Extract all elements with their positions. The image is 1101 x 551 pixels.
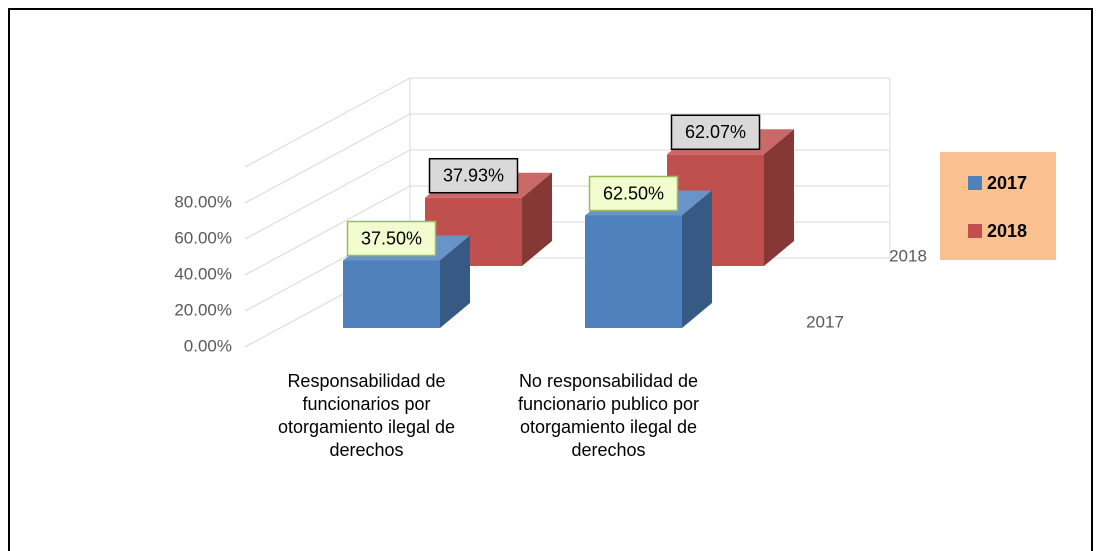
bar-front [585, 215, 682, 328]
grid-line [244, 185, 411, 276]
data-label-box [346, 220, 437, 257]
grid-line [244, 113, 411, 204]
legend-label: 2018 [987, 221, 1027, 241]
x-tick-label: Responsabilidad de funcionarios por otor… [277, 371, 456, 460]
bar-front [343, 260, 440, 328]
data-label: 62.07% [685, 122, 746, 142]
y-tick-label: 80.00% [174, 192, 232, 211]
data-label: 37.93% [443, 165, 504, 185]
y-tick-label: 40.00% [174, 264, 232, 283]
data-label: 37.50% [361, 228, 422, 248]
bar-side [764, 129, 794, 266]
grid-line [244, 149, 411, 240]
legend-box [940, 152, 1056, 260]
depth-label: 2017 [806, 312, 844, 331]
bar-side [522, 172, 552, 266]
data-label: 62.50% [603, 183, 664, 203]
legend-swatch [968, 176, 982, 190]
legend-swatch [968, 224, 982, 238]
wall-edge [244, 77, 411, 168]
data-label-box [588, 175, 679, 212]
bar-side [682, 190, 712, 328]
depth-label: 2018 [889, 246, 927, 265]
y-tick-label: 20.00% [174, 300, 232, 319]
chart-border [8, 8, 1093, 551]
y-tick-label: 0.00% [184, 336, 232, 355]
data-label-box [670, 114, 761, 151]
y-tick-label: 60.00% [174, 228, 232, 247]
x-tick-label: No responsabilidad de funcionario public… [517, 371, 700, 460]
legend-label: 2017 [987, 173, 1027, 193]
data-label-box [428, 157, 519, 194]
bar-side [440, 235, 470, 328]
